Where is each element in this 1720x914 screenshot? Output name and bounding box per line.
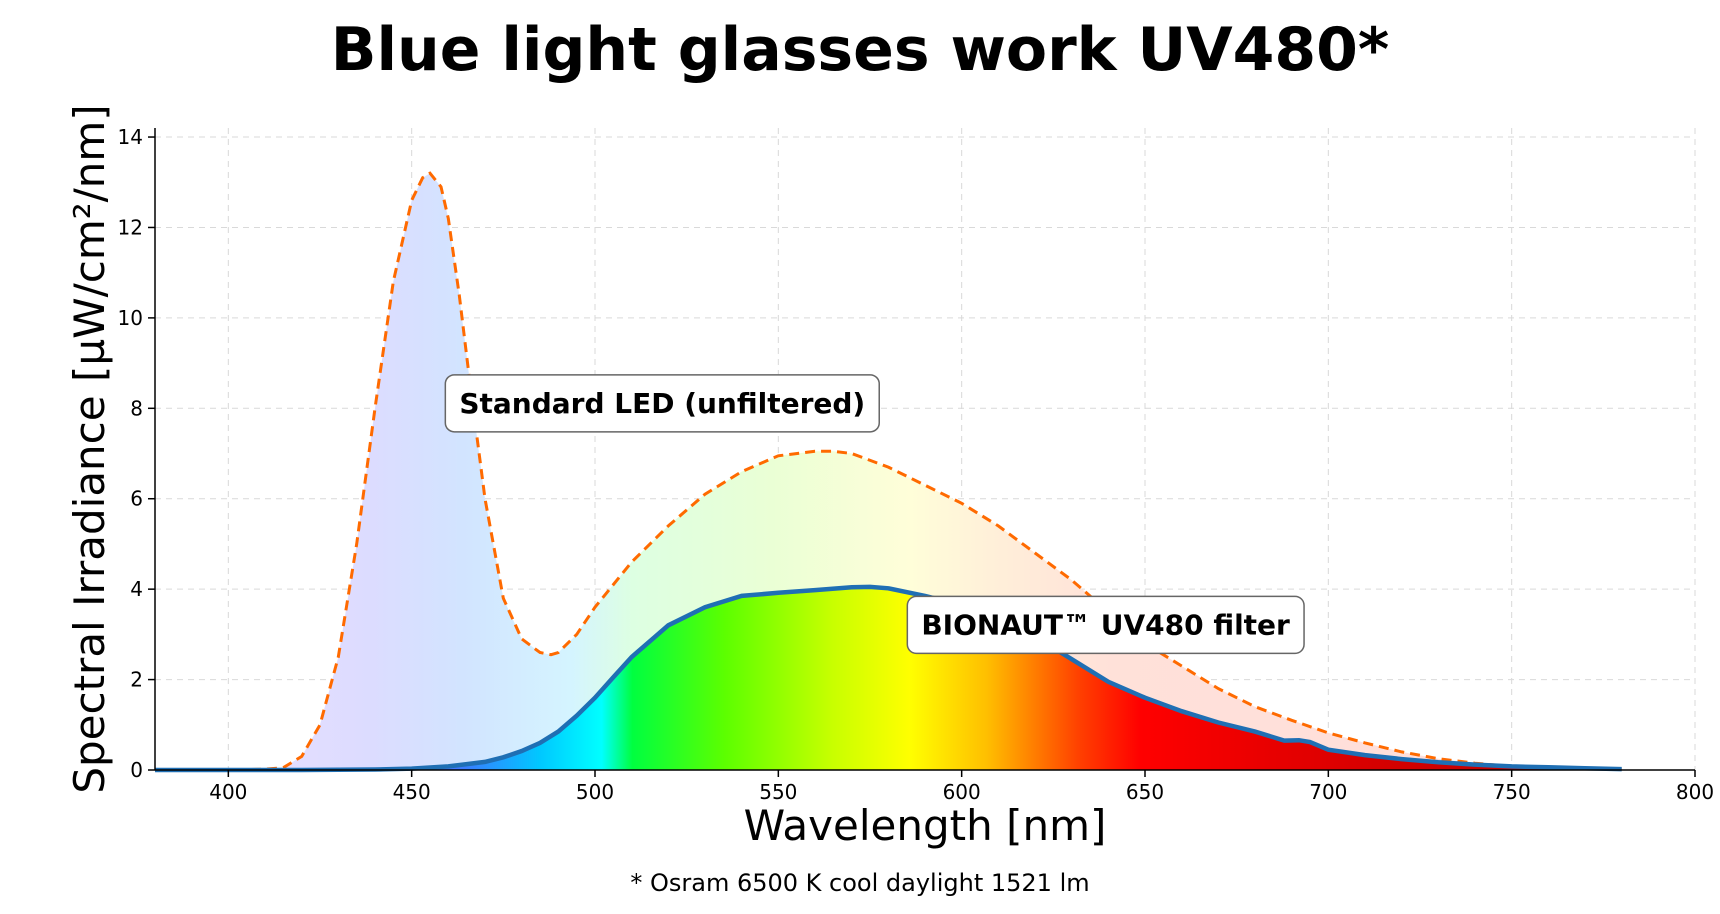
y-tick-label: 10 — [118, 306, 143, 330]
annotation-standard-led: Standard LED (unfiltered) — [444, 374, 880, 433]
x-tick-label: 650 — [1126, 780, 1164, 804]
x-ticks: 400 450 500 550 600 650 700 750 800 — [209, 770, 1714, 804]
annotation-filter: BIONAUT™ UV480 filter — [906, 595, 1305, 655]
y-tick-label: 6 — [130, 487, 143, 511]
annotation-box — [444, 374, 880, 433]
y-tick-label: 0 — [130, 758, 143, 782]
standard-led-area — [155, 173, 1622, 770]
y-tick-label: 4 — [130, 577, 143, 601]
x-tick-label: 550 — [759, 780, 797, 804]
filtered-line — [155, 584, 1622, 773]
y-tick-label: 8 — [130, 396, 143, 420]
y-ticks: 0 2 4 6 8 10 12 14 — [118, 125, 155, 782]
y-axis-label: Spectral Irradiance [µW/cm²/nm] — [65, 104, 114, 793]
x-tick-label: 700 — [1309, 780, 1347, 804]
filtered-area — [155, 586, 1622, 770]
y-tick-label: 14 — [118, 125, 143, 149]
x-tick-label: 800 — [1676, 780, 1714, 804]
x-tick-label: 750 — [1493, 780, 1531, 804]
annotation-box — [906, 595, 1305, 655]
y-tick-label: 2 — [130, 668, 143, 692]
x-tick-label: 500 — [576, 780, 614, 804]
annotation-label: BIONAUT™ UV480 filter — [921, 608, 1290, 641]
x-tick-label: 450 — [393, 780, 431, 804]
x-tick-label: 600 — [943, 780, 981, 804]
annotation-label: Standard LED (unfiltered) — [459, 387, 865, 420]
footnote: * Osram 6500 K cool daylight 1521 lm — [630, 869, 1089, 897]
standard-led-line — [155, 171, 1622, 772]
chart-title: Blue light glasses work UV480* — [331, 15, 1390, 85]
y-tick-label: 12 — [118, 215, 143, 239]
x-axis-label: Wavelength [nm] — [744, 801, 1107, 850]
x-tick-label: 400 — [209, 780, 247, 804]
